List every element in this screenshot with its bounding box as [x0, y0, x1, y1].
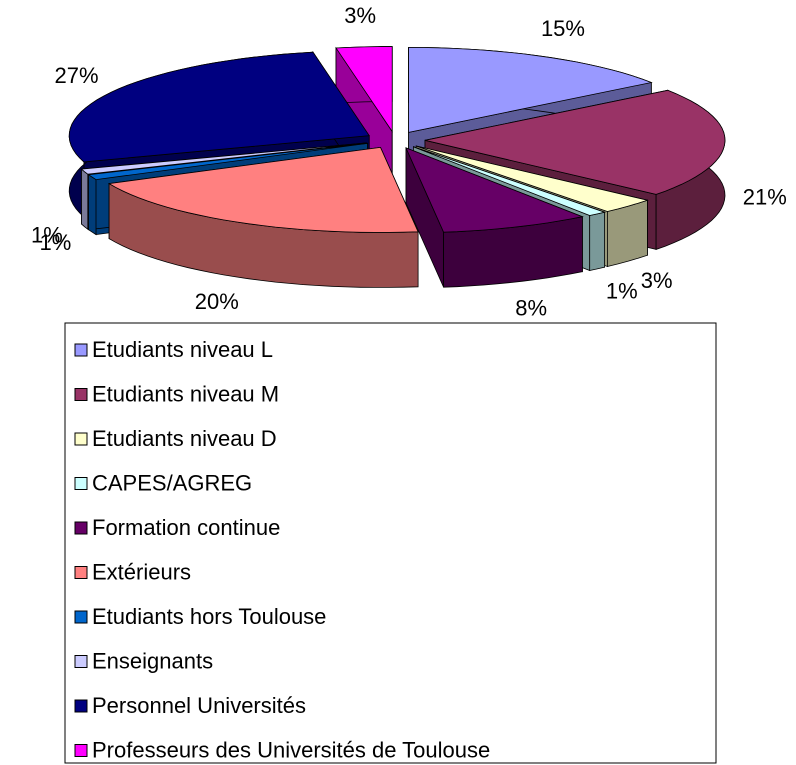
- data-label: 27%: [55, 63, 99, 88]
- legend-swatch: [74, 521, 88, 535]
- legend-label: Etudiants niveau D: [92, 426, 277, 451]
- legend-swatch: [74, 744, 88, 757]
- legend-swatch: [74, 699, 88, 713]
- data-label: 15%: [541, 16, 585, 41]
- legend-swatch: [74, 388, 88, 401]
- legend-label: Etudiants hors Toulouse: [92, 604, 326, 629]
- data-label: 3%: [641, 268, 673, 293]
- legend-label: Formation continue: [92, 515, 280, 540]
- slice: [80, 142, 367, 175]
- slice: [424, 89, 726, 195]
- legend-label: CAPES/AGREG: [92, 470, 252, 495]
- slice: [416, 145, 649, 212]
- slice: [68, 51, 370, 163]
- legend-swatch: [74, 610, 88, 624]
- slice: [87, 143, 368, 181]
- data-label: 1%: [606, 278, 638, 303]
- slice-side: [81, 168, 89, 231]
- slice: [107, 146, 419, 233]
- slice: [408, 46, 653, 133]
- data-label: 20%: [195, 289, 239, 314]
- legend-label: Professeurs des Universités de Toulouse: [92, 737, 490, 762]
- legend-label: Extérieurs: [92, 559, 191, 584]
- data-label: 1%: [40, 230, 72, 255]
- legend-swatch: [74, 655, 88, 668]
- slice-side: [88, 173, 97, 236]
- slice: [335, 46, 393, 133]
- legend-box: [64, 322, 717, 764]
- legend-label: Etudiants niveau L: [92, 337, 273, 362]
- data-label: 3%: [344, 3, 376, 28]
- legend-swatch: [74, 566, 88, 579]
- data-label: 8%: [515, 296, 547, 321]
- data-label: 1%: [31, 223, 63, 248]
- slice-side: [589, 211, 605, 271]
- slice: [405, 147, 584, 233]
- legend-label: Enseignants: [92, 648, 213, 673]
- legend-swatch: [74, 343, 88, 357]
- legend-label: Etudiants niveau M: [92, 381, 279, 406]
- slice: [413, 146, 607, 216]
- data-label: 21%: [743, 185, 787, 210]
- legend-label: Personnel Universités: [92, 693, 306, 718]
- legend-swatch: [74, 432, 88, 446]
- legend-swatch: [74, 477, 88, 490]
